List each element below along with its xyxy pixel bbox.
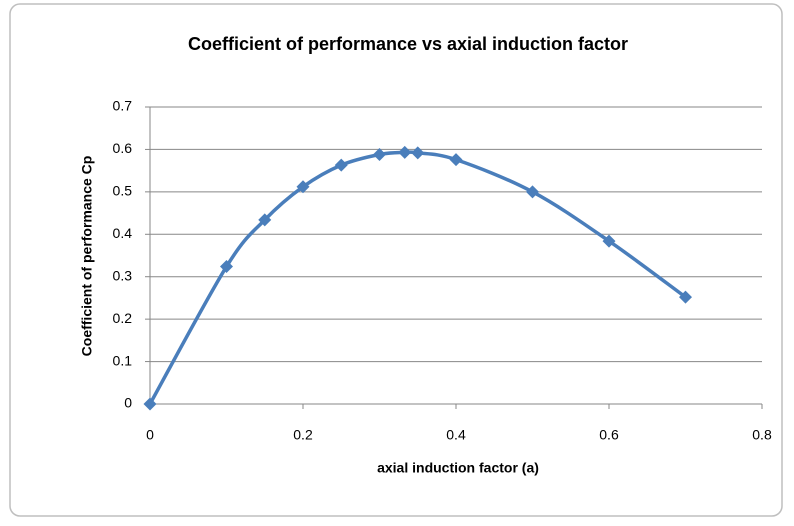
marker [449,153,463,167]
y-tick-label: 0.7 [113,98,133,114]
marker [526,185,539,199]
x-axis-title: axial induction factor (a) [377,460,539,476]
marker [373,148,386,162]
y-tick-label: 0.4 [113,225,133,241]
x-tick-label: 0.2 [293,427,313,443]
y-tick-label: 0 [124,395,132,411]
marker [679,290,692,304]
y-tick-label: 0.1 [113,352,133,368]
marker [411,146,425,160]
marker [398,145,412,159]
y-tick-label: 0.6 [113,140,133,156]
y-axis-title: Coefficient of performance Cp [79,156,95,357]
marker [143,397,157,411]
chart-frame [9,3,783,517]
series-line [148,150,687,405]
x-tick-label: 0.4 [446,427,466,443]
x-tick-label: 0.8 [752,427,772,443]
y-tick-label: 0.5 [113,183,133,199]
marker [258,213,272,227]
marker [220,260,233,274]
x-tick-label: 0 [146,427,154,443]
x-tick-label: 0.6 [599,427,619,443]
marker [602,234,616,248]
y-tick-label: 0.3 [113,267,133,283]
y-tick-label: 0.2 [113,310,133,326]
marker [334,158,348,172]
chart-title: Coefficient of performance vs axial indu… [188,34,628,54]
marker [296,180,310,194]
